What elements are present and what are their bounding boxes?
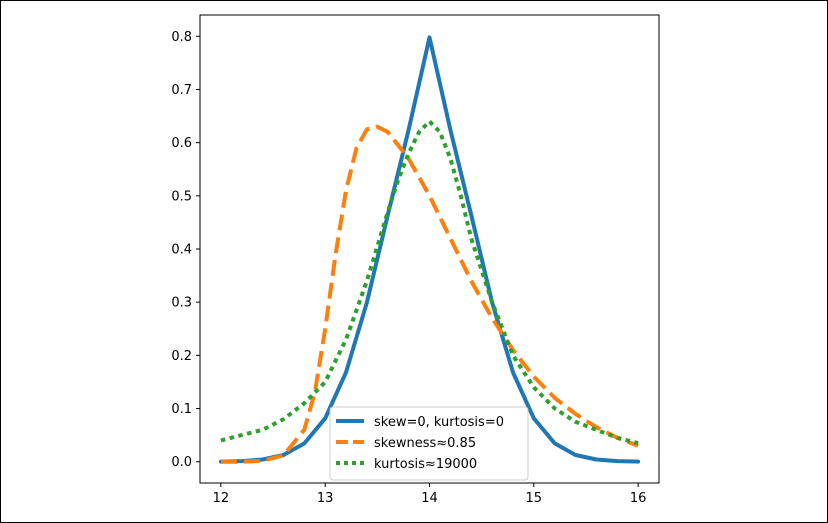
legend-label-1: skew=0, kurtosis=0 [374,415,504,430]
legend-box [329,406,529,481]
y-tick-label: 0.7 [171,83,192,98]
y-tick-label: 0.1 [171,402,192,417]
series-line-2 [220,124,639,464]
x-tick-label: 12 [213,491,230,506]
series-line-3 [220,119,639,446]
series-line-1 [218,35,641,464]
x-tick-label: 14 [421,491,438,506]
legend-label-3: kurtosis≈19000 [374,457,477,472]
y-axis: 0.0 0.1 0.2 0.3 0.4 0.5 0.6 0.7 0.8 [171,30,200,470]
y-tick-label: 0.5 [171,189,192,204]
legend: skew=0, kurtosis=0 skewness≈0.85 kurtosis≈… [329,406,529,481]
y-tick-label: 0.6 [171,136,192,151]
y-tick-label: 0.4 [171,243,192,258]
y-tick-label: 0.8 [171,30,192,45]
series-lines [218,35,641,464]
x-axis: 12 13 14 15 16 [213,483,647,506]
x-tick-label: 15 [526,491,543,506]
x-tick-label: 13 [317,491,334,506]
y-tick-label: 0.3 [171,296,192,311]
y-tick-label: 0.0 [171,455,192,470]
x-tick-label: 16 [630,491,647,506]
y-tick-label: 0.2 [171,349,192,364]
legend-label-2: skewness≈0.85 [374,436,476,451]
